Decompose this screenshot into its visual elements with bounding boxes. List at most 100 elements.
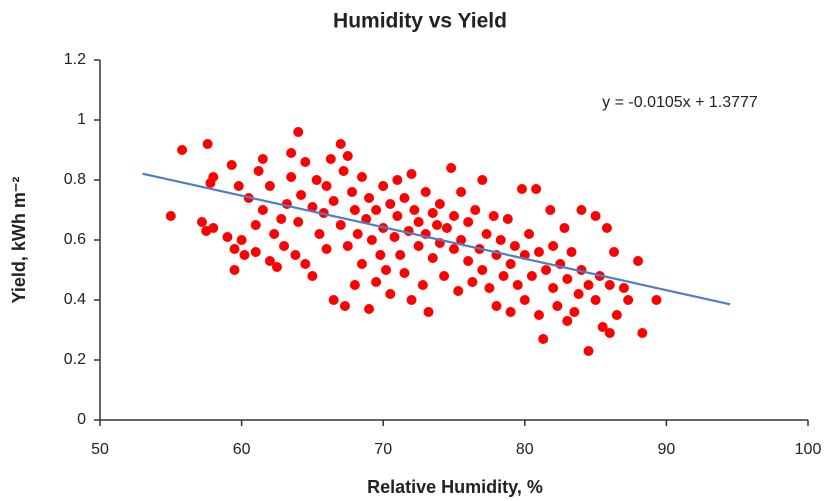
point [276, 214, 287, 224]
point [229, 265, 240, 275]
point [392, 211, 403, 221]
point [498, 271, 509, 281]
point [328, 295, 339, 305]
point [165, 211, 176, 221]
point [519, 295, 530, 305]
point [470, 205, 481, 215]
point [552, 301, 563, 311]
point [378, 181, 389, 191]
point [491, 301, 502, 311]
point [548, 283, 559, 293]
point [406, 169, 417, 179]
point [449, 244, 459, 254]
point [339, 301, 350, 311]
point [413, 241, 424, 251]
point [349, 280, 360, 290]
point [296, 190, 307, 200]
x-tick-label: 70 [374, 441, 392, 458]
point [307, 271, 318, 281]
point [371, 205, 382, 215]
point [392, 175, 403, 185]
point [264, 256, 275, 266]
point [321, 244, 332, 254]
point [545, 205, 556, 215]
point [293, 127, 304, 137]
point [637, 328, 648, 338]
point [463, 217, 474, 227]
point [423, 307, 434, 317]
point [505, 259, 516, 269]
point [375, 250, 386, 260]
x-tick-label: 60 [233, 441, 251, 458]
point [300, 259, 311, 269]
point [420, 187, 431, 197]
y-axis-label: Yield, kWh m⁻² [9, 177, 29, 304]
point [604, 328, 615, 338]
point [526, 271, 537, 281]
y-tick-label: 0.4 [64, 291, 86, 308]
point [427, 208, 438, 218]
point [590, 211, 601, 221]
point [569, 307, 580, 317]
x-tick-label: 80 [516, 441, 534, 458]
point [413, 217, 424, 227]
point [651, 295, 662, 305]
x-axis-label: Relative Humidity, % [367, 477, 543, 497]
point [618, 283, 629, 293]
point [385, 289, 396, 299]
point [253, 166, 264, 176]
point [293, 217, 304, 227]
point [286, 172, 297, 182]
point [364, 304, 375, 314]
point [541, 265, 552, 275]
point [342, 241, 353, 251]
x-tick-label: 50 [91, 441, 109, 458]
chart-title: Humidity vs Yield [333, 10, 507, 33]
point [347, 187, 358, 197]
point [467, 277, 478, 287]
point [562, 316, 573, 326]
point [533, 247, 544, 257]
point [509, 241, 520, 251]
point [272, 262, 282, 272]
point [300, 157, 311, 167]
point [449, 211, 459, 221]
point [364, 193, 375, 203]
point [583, 346, 594, 356]
point [371, 277, 382, 287]
y-tick-label: 0.6 [64, 231, 86, 248]
x-tick-label: 90 [658, 441, 676, 458]
point [453, 286, 464, 296]
point [389, 232, 400, 242]
point [222, 232, 233, 242]
point [229, 244, 240, 254]
point [286, 148, 297, 158]
point [196, 217, 207, 227]
point [576, 205, 587, 215]
point [226, 160, 237, 170]
point [338, 166, 349, 176]
point [307, 202, 318, 212]
point [477, 265, 488, 275]
point [290, 250, 301, 260]
y-tick-label: 1.2 [64, 51, 86, 68]
trend-equation: y = -0.0105x + 1.3777 [602, 94, 758, 111]
point [611, 310, 622, 320]
point [269, 229, 280, 239]
point [239, 250, 250, 260]
point [590, 295, 601, 305]
point [488, 211, 499, 221]
point [456, 187, 467, 197]
point [573, 289, 584, 299]
y-tick-label: 1 [77, 111, 86, 128]
point [356, 259, 367, 269]
point [202, 139, 213, 149]
trendline [142, 172, 731, 306]
point [366, 235, 377, 245]
point [352, 229, 363, 239]
point [328, 196, 339, 206]
point [395, 250, 406, 260]
point [314, 229, 325, 239]
point [321, 181, 332, 191]
